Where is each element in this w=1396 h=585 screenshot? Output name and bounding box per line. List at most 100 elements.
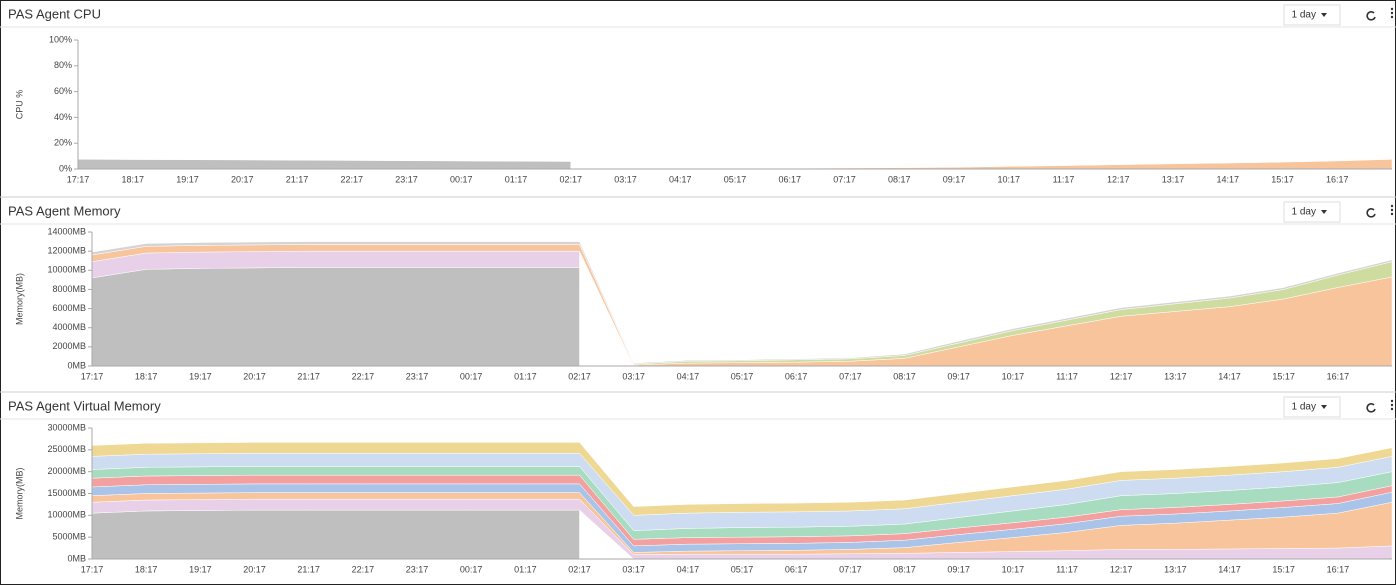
range-dropdown[interactable] [1283,4,1341,26]
refresh-icon[interactable] [1366,403,1376,413]
area-series [91,509,580,560]
menu-dot [1390,407,1394,411]
x-tick-label: 16:17 [1327,564,1350,574]
x-tick-label: 00:17 [460,371,483,381]
x-tick-label: 11:17 [1056,371,1078,381]
x-tick-label: 02:17 [568,564,591,574]
x-tick-label: 01:17 [514,564,537,574]
x-tick-label: 11:17 [1056,564,1078,574]
x-tick-label: 02:17 [568,371,591,381]
x-tick-label: 05:17 [731,371,754,381]
x-tick-label: 00:17 [460,564,483,574]
range-dropdown[interactable] [1283,396,1341,418]
y-tick-label: 40% [54,112,72,122]
y-tick-label: 14000MB [47,226,86,236]
x-tick-label: 19:17 [189,371,212,381]
x-tick-label: 19:17 [176,174,199,184]
panel-title: PAS Agent Memory [8,203,121,218]
x-tick-label: 09:17 [947,564,970,574]
range-dropdown[interactable] [1283,201,1341,223]
y-tick-label: 80% [54,60,72,70]
x-tick-label: 06:17 [785,371,808,381]
x-tick-label: 06:17 [785,564,808,574]
x-tick-label: 10:17 [997,174,1020,184]
x-tick-label: 03:17 [622,564,645,574]
y-tick-label: 100% [49,34,72,44]
x-tick-label: 19:17 [189,564,212,574]
menu-dot [1390,212,1394,216]
x-tick-label: 11:17 [1053,174,1075,184]
x-tick-label: 04:17 [669,174,692,184]
menu-dot [1390,403,1394,407]
x-tick-label: 23:17 [395,174,418,184]
area-series [91,442,1393,516]
x-tick-label: 03:17 [622,371,645,381]
range-label: 1 day [1292,402,1316,413]
area-series [77,159,571,170]
x-tick-label: 14:17 [1218,371,1241,381]
x-tick-label: 21:17 [297,564,320,574]
refresh-icon[interactable] [1366,11,1376,21]
x-tick-label: 16:17 [1326,174,1349,184]
x-tick-label: 05:17 [731,564,754,574]
y-tick-label: 2000MB [52,341,86,351]
range-label: 1 day [1292,207,1316,218]
x-tick-label: 18:17 [121,174,144,184]
x-tick-label: 00:17 [450,174,473,184]
area-series [91,267,580,367]
x-tick-label: 08:17 [893,564,916,574]
x-tick-label: 18:17 [135,371,158,381]
x-tick-label: 20:17 [243,564,266,574]
x-tick-label: 08:17 [888,174,911,184]
x-tick-label: 01:17 [514,371,537,381]
y-tick-label: 6000MB [52,303,86,313]
x-tick-label: 23:17 [406,564,429,574]
x-tick-label: 04:17 [677,371,700,381]
x-tick-label: 10:17 [1002,564,1025,574]
x-tick-label: 07:17 [833,174,856,184]
x-tick-label: 15:17 [1272,564,1295,574]
x-tick-label: 12:17 [1110,371,1133,381]
x-tick-label: 17:17 [81,371,104,381]
x-tick-label: 04:17 [677,564,700,574]
y-tick-label: 5000MB [52,532,86,542]
x-tick-label: 22:17 [352,371,375,381]
x-tick-label: 22:17 [352,564,375,574]
x-tick-label: 20:17 [243,371,266,381]
x-tick-label: 14:17 [1216,174,1239,184]
y-tick-label: 20% [54,138,72,148]
y-tick-label: 10000MB [47,510,86,520]
area-series [91,241,1393,365]
dropdown-arrow [1321,405,1327,409]
refresh-icon[interactable] [1366,208,1376,218]
x-tick-label: 17:17 [67,174,90,184]
y-axis-label: CPU % [14,90,24,120]
x-tick-label: 09:17 [947,371,970,381]
y-axis-label: Memory(MB) [14,273,24,325]
y-tick-label: 12000MB [47,246,86,256]
x-tick-label: 01:17 [505,174,528,184]
y-tick-label: 25000MB [47,444,86,454]
y-tick-label: 10000MB [47,265,86,275]
x-tick-label: 21:17 [286,174,309,184]
x-tick-label: 23:17 [406,371,429,381]
x-tick-label: 09:17 [943,174,966,184]
x-tick-label: 06:17 [778,174,801,184]
dropdown-arrow [1321,13,1327,17]
x-tick-label: 13:17 [1164,564,1187,574]
y-tick-label: 15000MB [47,488,86,498]
range-label: 1 day [1292,10,1316,21]
y-tick-label: 30000MB [47,422,86,432]
dropdown-arrow [1321,210,1327,214]
x-tick-label: 14:17 [1218,564,1241,574]
x-tick-label: 08:17 [893,371,916,381]
y-tick-label: 60% [54,86,72,96]
menu-dot [1390,7,1394,11]
x-tick-label: 12:17 [1107,174,1130,184]
x-tick-label: 15:17 [1271,174,1294,184]
y-axis-label: Memory(MB) [14,468,24,520]
x-tick-label: 17:17 [81,564,104,574]
area-series [625,159,1393,170]
x-tick-label: 18:17 [135,564,158,574]
